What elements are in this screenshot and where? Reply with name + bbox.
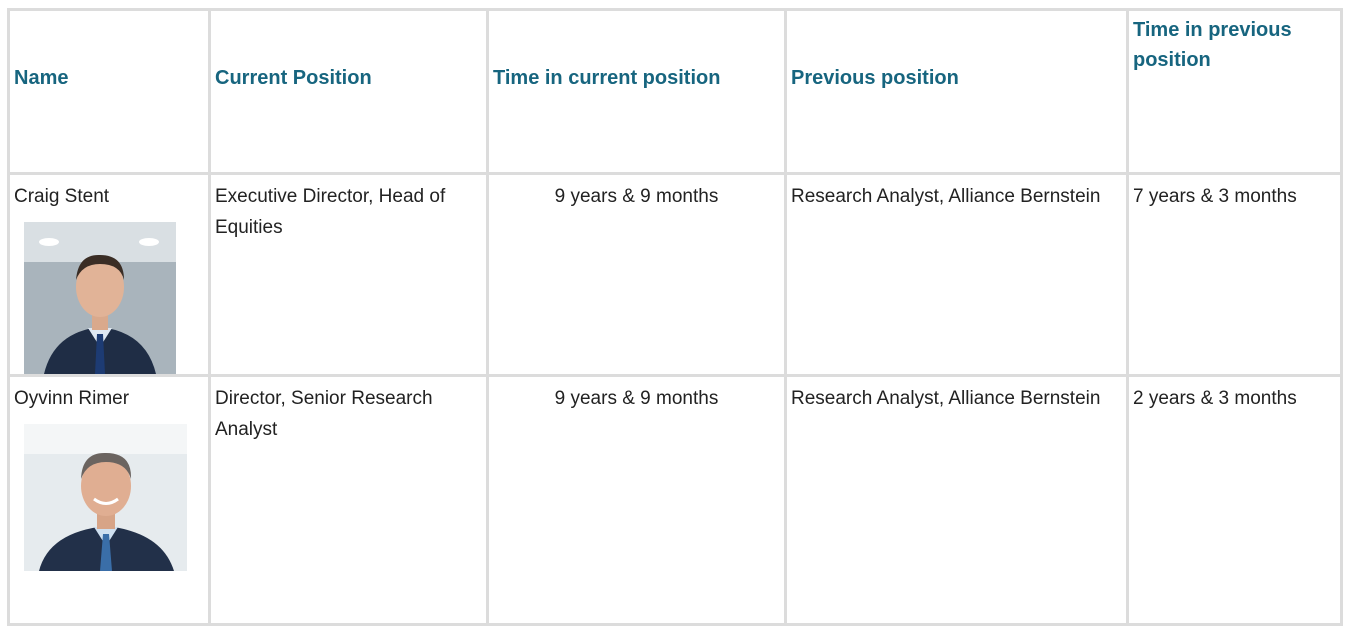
cell: 9 years & 9 months (488, 174, 786, 376)
page: Name Current Position Time in current po… (0, 0, 1346, 596)
name-cell: Oyvinn Rimer (9, 376, 210, 625)
photo (24, 424, 187, 571)
cell: 9 years & 9 months (488, 376, 786, 625)
cell: Executive Director, Head of Equities (210, 174, 488, 376)
header-cell: Previous position (786, 10, 1128, 174)
name: Oyvinn Rimer (14, 383, 204, 414)
header-cell: Name (9, 10, 210, 174)
header-cell: Current Position (210, 10, 488, 174)
cell: Research Analyst, Alliance Bernstein (786, 376, 1128, 625)
header-cell: Time in current position (488, 10, 786, 174)
header-cell: Time in previous position (1128, 10, 1342, 174)
cell: 7 years & 3 months (1128, 174, 1342, 376)
name-cell: Craig Stent (9, 174, 210, 376)
cell: Director, Senior Research Analyst (210, 376, 488, 625)
row: Oyvinn Rimer Director, Senior Research A… (9, 376, 1342, 625)
photo (24, 222, 176, 374)
positions-table: Name Current Position Time in current po… (7, 8, 1343, 626)
header-row: Name Current Position Time in current po… (9, 10, 1342, 174)
name: Craig Stent (14, 181, 204, 212)
cell: Research Analyst, Alliance Bernstein (786, 174, 1128, 376)
cell: 2 years & 3 months (1128, 376, 1342, 625)
row: Craig Stent Executive Director, Head of … (9, 174, 1342, 376)
